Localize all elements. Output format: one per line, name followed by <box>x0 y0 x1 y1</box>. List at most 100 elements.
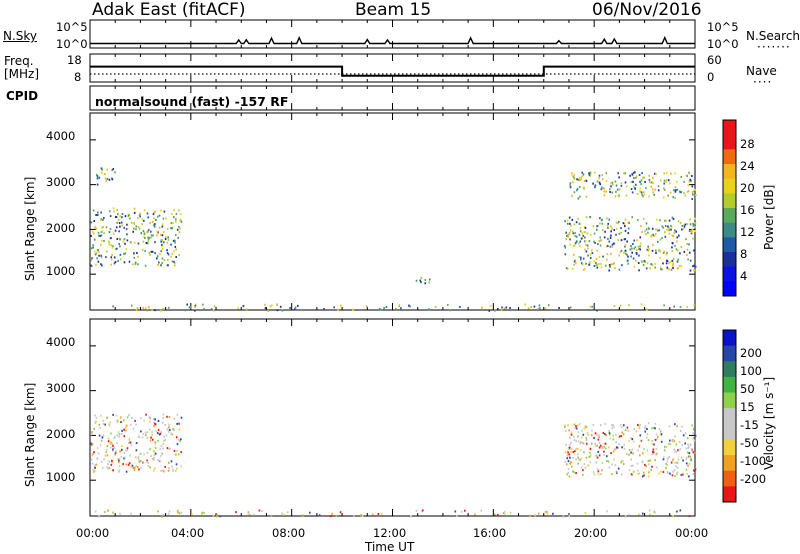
vel-scatter-cell <box>580 441 582 443</box>
power-scatter-cell <box>118 222 121 225</box>
vel-scatter-cell <box>335 514 338 517</box>
vel-scatter-cell <box>261 510 263 513</box>
vel-scatter-cell <box>125 429 128 432</box>
vel-scatter-cell <box>235 511 237 514</box>
vel-scatter-cell <box>688 515 691 518</box>
vel-scatter-cell <box>620 461 622 464</box>
vel-scatter-cell <box>577 435 579 438</box>
vel-scatter-cell <box>176 443 179 446</box>
power-scatter-cell <box>488 309 491 312</box>
vel-scatter-cell <box>162 469 164 472</box>
power-scatter-cell <box>104 177 107 180</box>
power-scatter-cell <box>628 304 630 307</box>
power-scatter-cell <box>100 256 103 259</box>
power-scatter-cell <box>609 225 612 228</box>
power-scatter-cell <box>618 220 620 223</box>
power-scatter-cell <box>103 217 105 219</box>
vel-scatter-cell <box>166 447 169 450</box>
power-scatter-cell <box>589 305 592 308</box>
vel-scatter-cell <box>608 430 610 433</box>
power-scatter-cell <box>481 306 483 309</box>
vel-scatter-cell <box>93 465 96 468</box>
power-scatter-cell <box>167 259 169 261</box>
power-scatter-cell <box>128 260 131 263</box>
vel-scatter-cell <box>609 437 612 440</box>
vel-scatter-cell <box>149 448 151 451</box>
power-scatter-cell <box>665 179 668 182</box>
power-scatter-cell <box>664 235 667 238</box>
vel-scatter-cell <box>632 452 634 455</box>
vel-scatter-cell <box>422 509 424 512</box>
vel-scatter-cell <box>648 463 650 466</box>
power-scatter-cell <box>634 171 636 174</box>
vel-scatter-cell <box>201 511 203 514</box>
power-scatter-cell <box>575 240 578 243</box>
vel-scatter-cell <box>644 425 647 428</box>
vel-scatter-cell <box>575 458 577 461</box>
vel-scatter-cell <box>143 453 145 456</box>
power-scatter-cell <box>177 236 179 239</box>
vel-scatter-cell <box>123 452 126 454</box>
vel-scatter-cell <box>585 437 588 440</box>
vel-scatter-cell <box>581 436 583 439</box>
vel-scatter-cell <box>172 468 174 471</box>
vel-scatter-cell <box>154 441 157 444</box>
power-scatter-cell <box>633 185 635 188</box>
vel-cbar-tick-neg100: -100 <box>740 454 767 468</box>
power-scatter-cell <box>565 238 568 241</box>
vel-scatter-cell <box>480 509 482 512</box>
vel-scatter-cell <box>169 447 171 450</box>
power-scatter-cell <box>158 261 160 264</box>
power-cbar-label: Power [dB] <box>762 184 776 250</box>
power-scatter-cell <box>130 241 132 244</box>
vel-scatter-cell <box>564 425 566 428</box>
power-scatter-cell <box>663 172 665 175</box>
vel-scatter-cell <box>148 416 151 419</box>
vel-scatter-cell <box>576 424 579 427</box>
vel-scatter-cell <box>168 467 170 470</box>
power-scatter-cell <box>210 308 213 311</box>
power-scatter-cell <box>644 230 646 233</box>
vel-scatter-cell <box>176 413 179 416</box>
vel-scatter-cell <box>158 459 161 462</box>
power-scatter-cell <box>112 232 115 235</box>
vel-scatter-cell <box>361 514 364 517</box>
power-scatter-cell <box>654 262 657 265</box>
power-scatter-cell <box>395 308 397 310</box>
vel-scatter-cell <box>653 426 655 429</box>
power-scatter-cell <box>610 252 612 255</box>
vel-scatter-cell <box>100 439 103 442</box>
vel-scatter-cell <box>139 452 141 455</box>
power-scatter-cell <box>694 188 696 191</box>
vel-scatter-cell <box>116 434 118 437</box>
vel-scatter-cell <box>632 464 634 467</box>
vel-scatter-cell <box>646 449 649 452</box>
vel-scatter-cell <box>677 449 679 452</box>
power-scatter-cell <box>666 251 668 254</box>
vel-scatter-cell <box>168 426 170 429</box>
vel-scatter-cell <box>595 461 598 464</box>
power-scatter-cell <box>161 234 164 237</box>
power-scatter-cell <box>591 249 593 252</box>
power-scatter-cell <box>615 190 617 193</box>
vel-ylabel: Slant Range [km] <box>23 382 37 487</box>
power-scatter-cell <box>564 246 567 249</box>
power-scatter-cell <box>692 190 695 193</box>
vel-scatter-cell <box>676 472 678 475</box>
power-scatter-cell <box>652 243 654 246</box>
power-scatter-cell <box>428 278 431 281</box>
vel-scatter-cell <box>601 462 604 465</box>
vel-scatter-cell <box>171 433 173 436</box>
vel-scatter-cell <box>247 511 250 514</box>
vel-scatter-cell <box>120 456 123 458</box>
power-cbar-segment <box>723 193 736 209</box>
vel-scatter-cell <box>620 426 623 429</box>
vel-scatter-cell <box>675 451 677 454</box>
power-scatter-cell <box>675 189 677 192</box>
power-scatter-cell <box>612 183 614 186</box>
power-scatter-cell <box>148 236 151 239</box>
power-scatter-cell <box>596 263 598 266</box>
power-scatter-cell <box>173 262 176 264</box>
power-scatter-cell <box>685 174 688 177</box>
power-scatter-cell <box>657 229 659 232</box>
